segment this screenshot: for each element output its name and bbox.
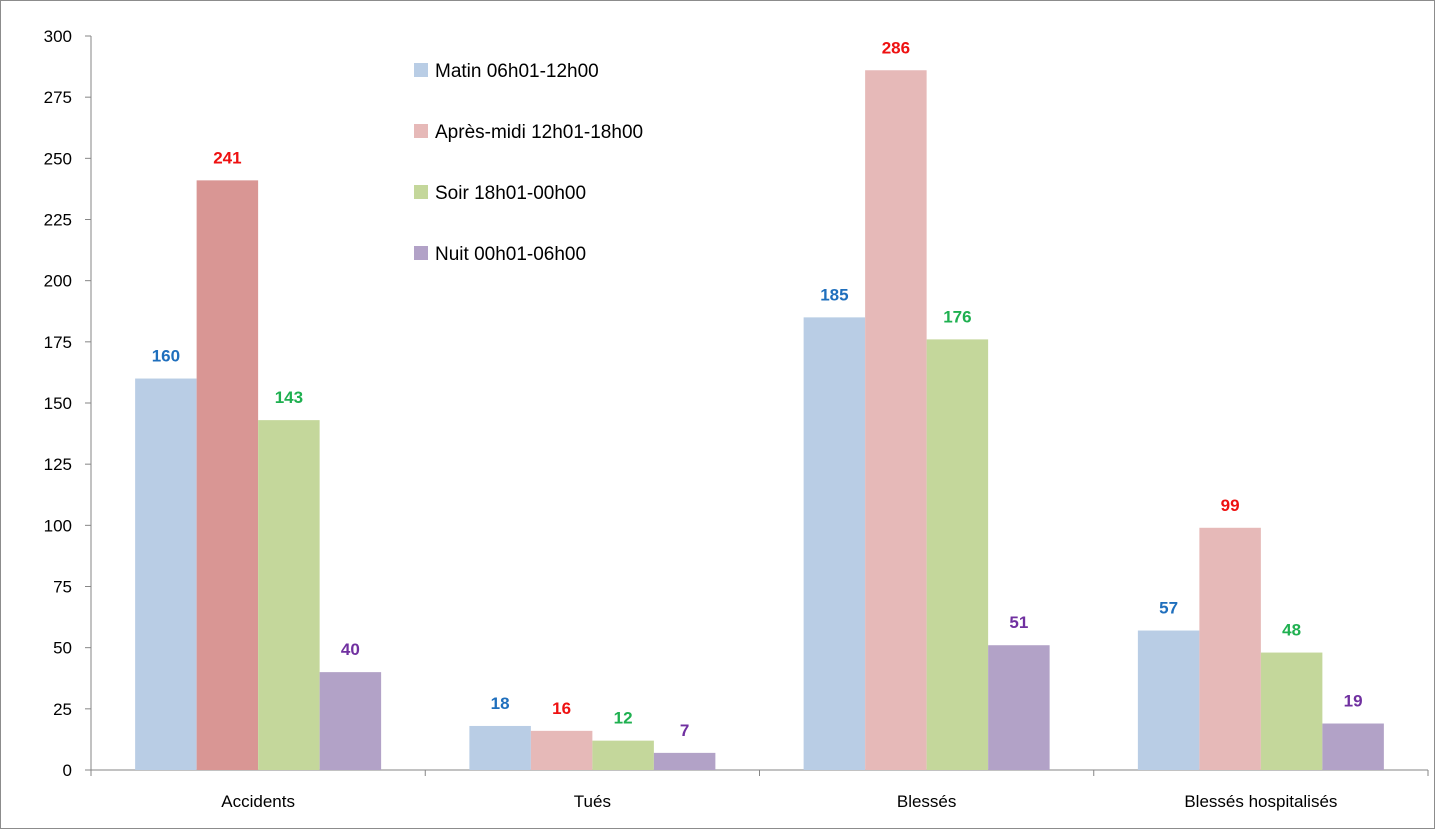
bar xyxy=(135,378,197,770)
bar xyxy=(926,339,989,770)
data-label: 286 xyxy=(882,38,910,57)
y-tick-label: 25 xyxy=(53,700,72,719)
y-tick-label: 175 xyxy=(44,333,72,352)
y-tick-label: 200 xyxy=(44,272,72,291)
x-tick-label: Accidents xyxy=(221,792,295,811)
data-label: 18 xyxy=(491,694,510,713)
data-label: 99 xyxy=(1221,496,1240,515)
y-tick-label: 300 xyxy=(44,27,72,46)
bar xyxy=(1137,630,1200,770)
legend-swatch xyxy=(414,185,428,199)
y-tick-label: 250 xyxy=(44,149,72,168)
data-label: 51 xyxy=(1009,613,1028,632)
y-tick-label: 100 xyxy=(44,516,72,535)
bar xyxy=(988,645,1050,770)
legend-label: Nuit 00h01-06h00 xyxy=(435,244,586,265)
bar xyxy=(258,420,320,770)
bar xyxy=(803,317,866,770)
y-tick-label: 0 xyxy=(63,761,72,780)
bar xyxy=(592,740,654,770)
data-label: 176 xyxy=(943,307,971,326)
bar xyxy=(1260,652,1323,770)
bar xyxy=(469,725,531,770)
legend-swatch xyxy=(414,246,428,260)
y-tick-label: 225 xyxy=(44,211,72,230)
legend-label: Après-midi 12h01-18h00 xyxy=(435,122,643,143)
legend-label: Matin 06h01-12h00 xyxy=(435,61,599,82)
legend-label: Soir 18h01-00h00 xyxy=(435,183,586,204)
data-label: 16 xyxy=(552,699,571,718)
data-label: 40 xyxy=(341,640,360,659)
legend-swatch xyxy=(414,124,428,138)
y-tick-label: 275 xyxy=(44,88,72,107)
data-label: 143 xyxy=(275,388,303,407)
y-tick-label: 75 xyxy=(53,578,72,597)
data-label: 48 xyxy=(1282,621,1301,640)
legend-swatch xyxy=(414,63,428,77)
bar xyxy=(865,70,927,770)
y-tick-label: 50 xyxy=(53,639,72,658)
data-label: 7 xyxy=(680,721,689,740)
x-tick-label: Blessés hospitalisés xyxy=(1184,792,1337,811)
y-tick-label: 150 xyxy=(44,394,72,413)
data-label: 19 xyxy=(1344,692,1363,711)
bar xyxy=(653,752,716,770)
y-tick-label: 125 xyxy=(44,455,72,474)
data-label: 241 xyxy=(213,148,241,167)
data-label: 185 xyxy=(820,285,848,304)
bar xyxy=(196,180,259,770)
bar xyxy=(1322,723,1384,770)
bar xyxy=(530,730,593,770)
data-label: 160 xyxy=(152,347,180,366)
bar xyxy=(319,672,382,770)
x-tick-label: Blessés xyxy=(897,792,957,811)
data-label: 12 xyxy=(614,709,633,728)
x-tick-label: Tués xyxy=(574,792,611,811)
bar xyxy=(1199,527,1261,770)
data-label: 57 xyxy=(1159,599,1178,618)
